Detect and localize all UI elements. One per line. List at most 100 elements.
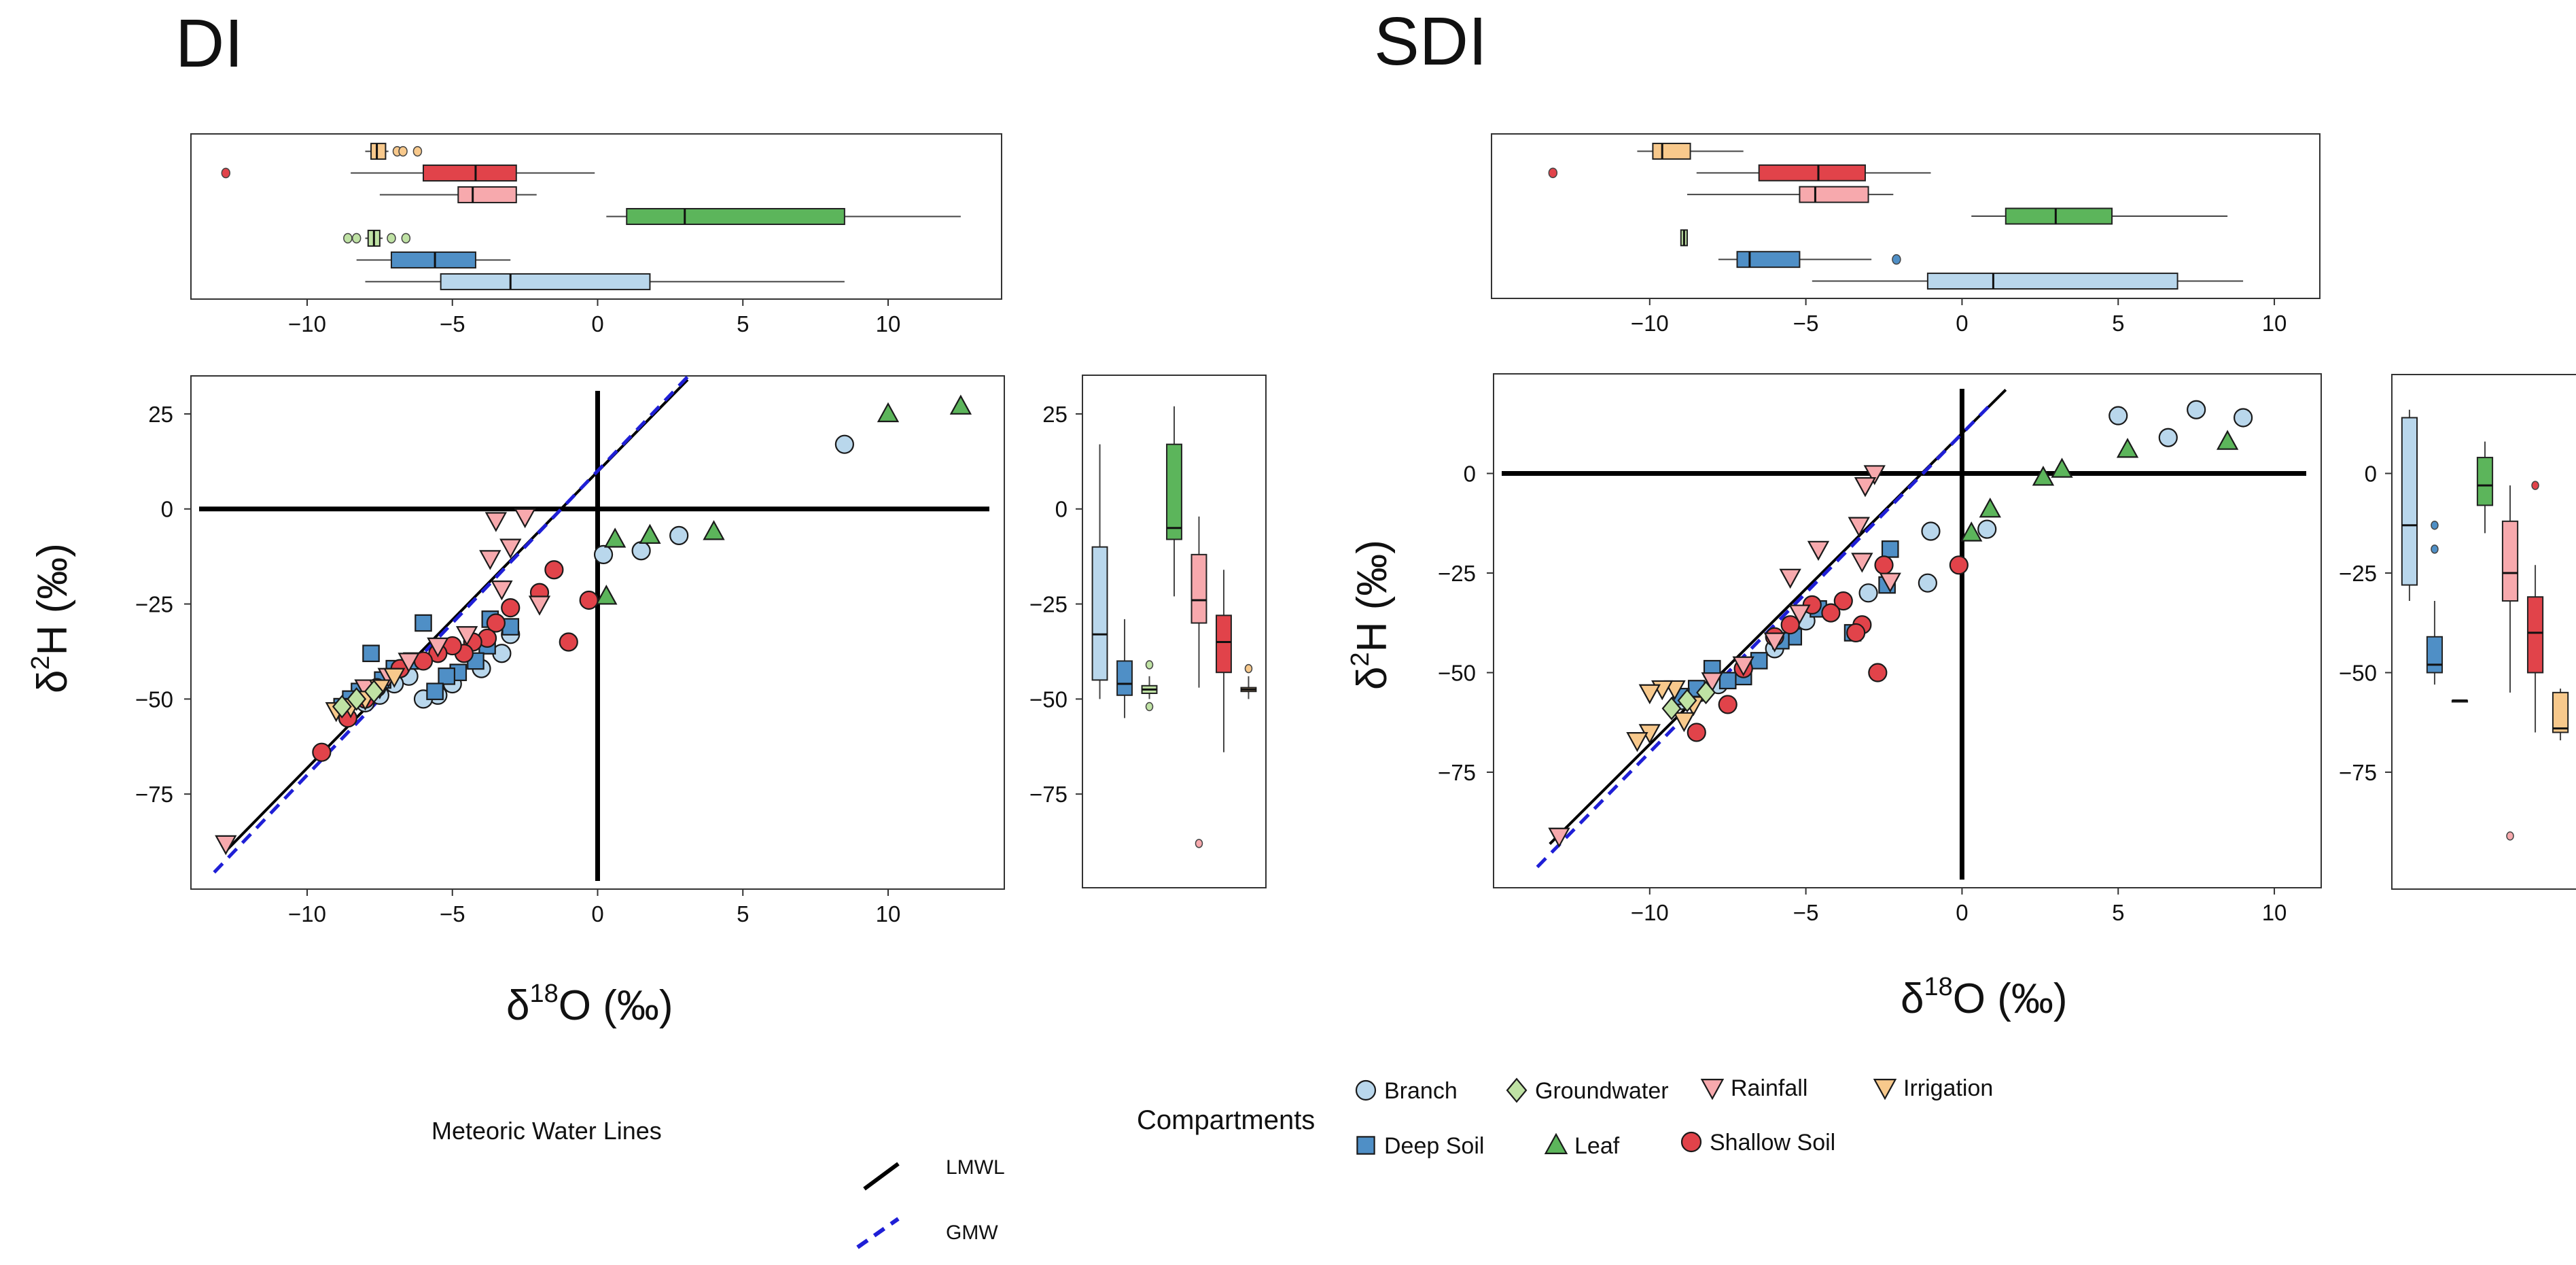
di-point-rainfall — [398, 653, 420, 673]
legend-marker-deep_soil — [1356, 1136, 1375, 1155]
panel-title-sdi: SDI — [1374, 3, 1487, 80]
di-point-rainfall — [484, 512, 508, 532]
sdi-point-branch — [2233, 408, 2253, 428]
di-ytick-label: 25 — [148, 402, 173, 427]
di-side-ytick-label: 0 — [1055, 497, 1068, 522]
di-top-boxplot-frame — [190, 133, 1002, 300]
di-point-groundwater — [347, 687, 367, 711]
di-xbox-branch — [440, 273, 651, 290]
sdi-xbox-irrigation — [1652, 143, 1691, 160]
sdi-xtick-label: 5 — [2112, 900, 2124, 925]
di-xtick-label: 10 — [876, 901, 901, 926]
di-point-leaf — [603, 527, 627, 548]
di-point-rainfall — [215, 835, 237, 856]
sdi-point-rainfall — [1788, 604, 1811, 625]
sdi-xbox-shallow_soil — [1758, 164, 1866, 181]
sdi-top-xtick-label: 0 — [1956, 311, 1968, 336]
di-ybox-shallow_soil — [1216, 614, 1232, 674]
sdi-xbox-deep_soil — [1736, 251, 1801, 268]
legend-gmw-swatch — [856, 1217, 900, 1249]
sdi-xtick-label: −10 — [1631, 900, 1669, 925]
di-ytick-label: −50 — [135, 687, 173, 712]
di-point-branch — [834, 434, 854, 454]
sdi-point-rainfall — [1763, 632, 1786, 653]
sdi-side-ytick-label: −75 — [2339, 760, 2377, 785]
di-top-xtick-label: 0 — [591, 311, 603, 336]
legend-compartments: Compartments Branch Groundwater Rainfall Ir… — [1137, 1075, 1993, 1159]
legend-meteoric-lines: Meteoric Water Lines LMWL GMW — [431, 1117, 1005, 1249]
sdi-point-rainfall — [1851, 553, 1873, 573]
sdi-ytick-label: 0 — [1464, 462, 1476, 487]
sdi-point-shallow_soil — [1874, 555, 1894, 575]
sdi-point-shallow_soil — [1821, 603, 1841, 623]
sdi-ybox-flier — [2531, 481, 2539, 490]
di-point-deep_soil — [426, 682, 444, 700]
sdi-point-leaf — [2116, 438, 2139, 458]
sdi-point-shallow_soil — [1833, 591, 1853, 611]
sdi-ybox-flier — [2431, 544, 2439, 554]
legend-marker-leaf — [1544, 1132, 1568, 1155]
sdi-point-branch — [2109, 406, 2128, 426]
di-xbox-flier — [387, 232, 396, 244]
di-point-rainfall — [479, 550, 501, 570]
di-xbox-flier — [398, 145, 408, 157]
di-point-shallow_soil — [579, 590, 599, 610]
sdi-point-rainfall — [1732, 656, 1754, 677]
sdi-point-leaf — [2216, 430, 2239, 450]
di-top-xtick-label: −10 — [288, 311, 326, 336]
di-ytick-label: 0 — [161, 497, 173, 522]
di-point-deep_soil — [438, 668, 455, 685]
sdi-xtick-label: −5 — [1793, 900, 1819, 925]
sdi-top-boxplots: −10 −5 0 5 10 — [1548, 143, 2287, 336]
di-ybox-flier — [1145, 701, 1154, 712]
di-ybox-branch — [1091, 546, 1108, 681]
sdi-top-xtick-label: −5 — [1793, 311, 1819, 336]
di-ybox-flier — [1195, 839, 1203, 848]
di-point-branch — [631, 541, 651, 561]
sdi-xbox-flier — [1548, 167, 1558, 179]
sdi-point-shallow_soil — [1780, 615, 1800, 635]
sdi-point-irrigation — [1638, 684, 1661, 705]
sdi-xbox-rainfall — [1799, 186, 1869, 203]
di-xtick-label: −5 — [440, 901, 465, 926]
sdi-point-shallow_soil — [1846, 623, 1866, 643]
sdi-ybox-branch — [2401, 417, 2418, 586]
di-point-deep_soil — [362, 644, 380, 663]
legend-label-groundwater: Groundwater — [1535, 1078, 1669, 1104]
di-xbox-flier — [221, 167, 231, 179]
di-point-shallow_soil — [559, 632, 578, 652]
di-point-groundwater — [364, 679, 384, 704]
sdi-point-branch — [1921, 521, 1941, 541]
sdi-side-boxplot-frame — [2391, 374, 2576, 890]
legend-lmwl-label: LMWL — [946, 1156, 1005, 1179]
sdi-top-xtick-label: 10 — [2262, 311, 2287, 336]
di-xbox-flier — [401, 232, 411, 244]
legend-label-irrigation: Irrigation — [1903, 1075, 1993, 1101]
sdi-ybox-deep_soil — [2426, 636, 2443, 674]
legend-compartments-title: Compartments — [1137, 1105, 1315, 1135]
sdi-point-groundwater — [1696, 680, 1716, 705]
di-point-leaf — [595, 585, 618, 605]
sdi-xbox-flier — [1892, 254, 1901, 265]
di-xtick-label: 0 — [591, 901, 603, 926]
di-point-groundwater — [332, 695, 352, 718]
sdi-point-groundwater — [1677, 689, 1697, 712]
legend-label-rainfall: Rainfall — [1731, 1075, 1807, 1101]
di-point-irrigation — [383, 668, 406, 689]
sdi-point-rainfall — [1863, 465, 1886, 485]
di-point-rainfall — [514, 508, 536, 529]
di-top-xtick-label: −5 — [440, 311, 465, 336]
legend-label-branch: Branch — [1384, 1078, 1458, 1104]
di-ybox-deep_soil — [1116, 660, 1133, 696]
di-point-leaf — [877, 402, 900, 423]
di-ylabel: δ2H (‰) — [27, 543, 76, 693]
di-side-ytick-label: −25 — [1029, 592, 1068, 617]
sdi-point-rainfall — [1548, 827, 1570, 848]
di-ybox-leaf — [1166, 443, 1182, 540]
sdi-ytick-label: −50 — [1438, 661, 1476, 686]
sdi-ytick-label: −75 — [1438, 760, 1476, 785]
sdi-point-leaf — [1979, 498, 2001, 518]
di-point-rainfall — [528, 595, 551, 616]
sdi-side-boxplots: 0 −25 −50 −75 — [2339, 409, 2569, 841]
di-point-leaf — [949, 394, 972, 415]
